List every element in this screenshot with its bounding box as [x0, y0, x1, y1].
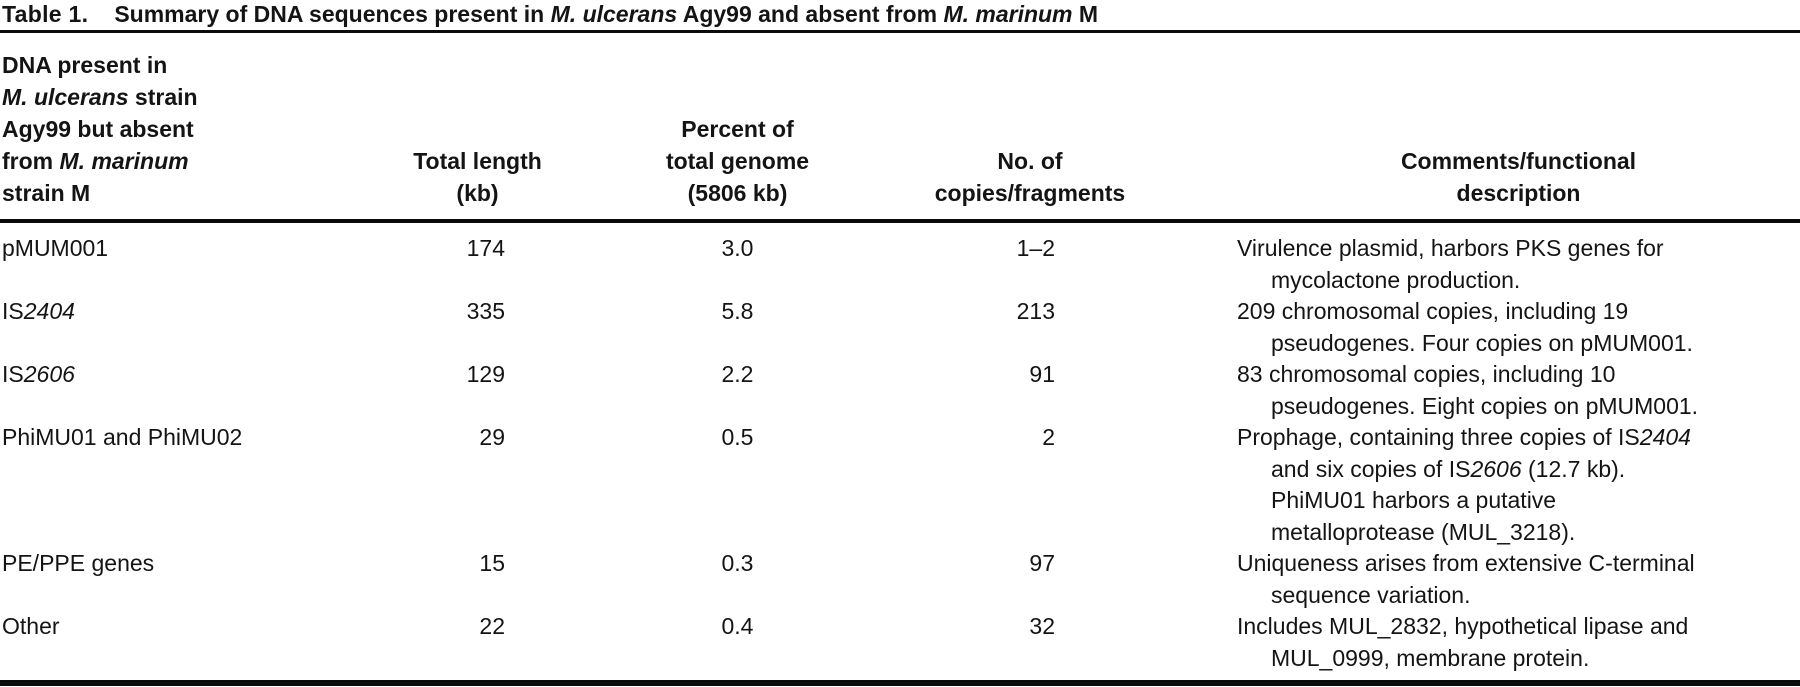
comment-cell: 83 chromosomal copies, including 10 pseud…: [1145, 359, 1800, 422]
italic-text: 2606: [23, 361, 75, 387]
percent-genome-cell: 0.4: [721, 613, 754, 639]
percent-genome-cell: 0.3: [721, 550, 754, 576]
text: IS: [2, 298, 24, 324]
text: sequence variation.: [1271, 581, 1471, 608]
table-row: PhiMU01 and PhiMU02 29 0.5 2 Prophage, conta…: [0, 422, 1800, 548]
italic-text: M. ulcerans: [550, 1, 678, 27]
row-label-cell: PhiMU01 and PhiMU02: [0, 422, 395, 548]
comment-cell: 209 chromosomal copies, including 19 pseu…: [1145, 296, 1800, 359]
header-row: DNA present in M. ulcerans strain Agy99 bu…: [0, 32, 1800, 222]
total-length-cell: 15: [479, 550, 505, 576]
text: M: [1072, 1, 1099, 27]
text: Includes MUL_2832, hypothetical lipase a…: [1237, 613, 1689, 639]
copies-fragments-cell: 32: [1029, 613, 1055, 639]
text: Agy99 and absent from: [677, 1, 944, 27]
table-header: DNA present in M. ulcerans strain Agy99 bu…: [0, 32, 1800, 222]
percent-genome-cell: 0.5: [721, 424, 754, 450]
copies-fragments-cell: 91: [1029, 361, 1055, 387]
table-row: pMUM001 174 3.0 1–2 Virulence plasmid, harbo…: [0, 221, 1800, 296]
table-number: Table 1.: [2, 1, 89, 27]
table-row: PE/PPE genes 15 0.3 97 Uniqueness arises fro…: [0, 548, 1800, 611]
copies-fragments-cell: 2: [1042, 424, 1055, 450]
row-label-cell: PE/PPE genes: [0, 548, 395, 611]
text: mycolactone production.: [1271, 266, 1521, 293]
text: copies/fragments: [934, 180, 1126, 206]
comment-cell: Virulence plasmid, harbors PKS genes for…: [1145, 221, 1800, 296]
text: pseudogenes. Four copies on pMUM001.: [1271, 329, 1693, 356]
text: 83 chromosomal copies, including 10: [1237, 361, 1616, 387]
header-percent-genome: Percent of total genome (5806 kb): [560, 32, 915, 222]
header-total-length: Total length (kb): [395, 32, 560, 222]
text: (5806 kb): [687, 180, 788, 206]
text: PE/PPE genes: [2, 550, 155, 576]
text: Uniqueness arises from extensive C-termi…: [1237, 550, 1695, 576]
text: PhiMU01 harbors a putative: [1271, 487, 1557, 513]
text: pseudogenes. Eight copies on pMUM001.: [1271, 392, 1699, 419]
copies-fragments-cell: 97: [1029, 550, 1055, 576]
total-length-cell: 29: [479, 424, 505, 450]
text: strain: [128, 84, 198, 110]
text: MUL_0999, membrane protein.: [1271, 644, 1590, 671]
text: IS: [2, 361, 24, 387]
text: total genome: [665, 148, 810, 174]
total-length-cell: 129: [466, 361, 505, 387]
header-copies-fragments: No. of copies/fragments: [915, 32, 1145, 222]
text: DNA present in: [2, 52, 168, 78]
italic-text: M. marinum: [943, 1, 1073, 27]
table-caption: Table 1. Summary of DNA sequences present…: [2, 0, 1098, 28]
comment-cell: Includes MUL_2832, hypothetical lipase a…: [1145, 611, 1800, 683]
copies-fragments-cell: 1–2: [1016, 235, 1055, 261]
table-row: IS2606 129 2.2 91 83 chromosomal copies, inc…: [0, 359, 1800, 422]
text: and six copies of IS: [1271, 455, 1471, 482]
text: PhiMU01 and PhiMU02: [2, 424, 243, 450]
text: description: [1456, 180, 1581, 206]
italic-text: M. ulcerans: [2, 84, 129, 110]
text: from: [2, 148, 60, 174]
text: Prophage, containing three copies of IS: [1237, 424, 1640, 450]
comment-cell: Uniqueness arises from extensive C-termi…: [1145, 548, 1800, 611]
row-label-cell: Other: [0, 611, 395, 683]
text: Comments/functional: [1400, 148, 1637, 174]
percent-genome-cell: 5.8: [721, 298, 754, 324]
text: Virulence plasmid, harbors PKS genes for: [1237, 235, 1664, 261]
summary-table: DNA present in M. ulcerans strain Agy99 bu…: [0, 30, 1800, 686]
row-label-cell: IS2606: [0, 359, 395, 422]
text: (12.7 kb).: [1521, 455, 1626, 482]
percent-genome-cell: 3.0: [721, 235, 754, 261]
italic-text: M. marinum: [59, 148, 189, 174]
total-length-cell: 174: [466, 235, 505, 261]
table-row: Other 22 0.4 32 Includes MUL_2832, hypotheti…: [0, 611, 1800, 683]
text: Agy99 but absent: [2, 116, 194, 142]
italic-text: 2404: [1639, 424, 1691, 450]
total-length-cell: 335: [466, 298, 505, 324]
text: (kb): [456, 180, 499, 206]
comment-cell: Prophage, containing three copies of IS2…: [1145, 422, 1800, 548]
row-label-cell: IS2404: [0, 296, 395, 359]
italic-text: 2606: [1470, 455, 1522, 482]
text: 209 chromosomal copies, including 19: [1237, 298, 1629, 324]
text: strain M: [2, 180, 91, 206]
table-row: IS2404 335 5.8 213 209 chromosomal copies, i…: [0, 296, 1800, 359]
text: pMUM001: [2, 235, 109, 261]
header-comments: Comments/functional description: [1145, 32, 1800, 222]
text: Summary of DNA sequences present in: [114, 1, 551, 27]
table-title-text: Summary of DNA sequences present in M. u…: [114, 1, 1098, 27]
text: Other: [2, 613, 60, 639]
text: Percent of: [681, 116, 794, 142]
row-label-cell: pMUM001: [0, 221, 395, 296]
italic-text: 2404: [23, 298, 75, 324]
text: No. of: [997, 148, 1063, 174]
header-dna-present: DNA present in M. ulcerans strain Agy99 bu…: [0, 32, 395, 222]
text: metalloprotease (MUL_3218).: [1271, 518, 1576, 545]
total-length-cell: 22: [479, 613, 505, 639]
text: Total length: [413, 148, 542, 174]
copies-fragments-cell: 213: [1016, 298, 1055, 324]
table-body: pMUM001 174 3.0 1–2 Virulence plasmid, harbo…: [0, 221, 1800, 683]
percent-genome-cell: 2.2: [721, 361, 754, 387]
